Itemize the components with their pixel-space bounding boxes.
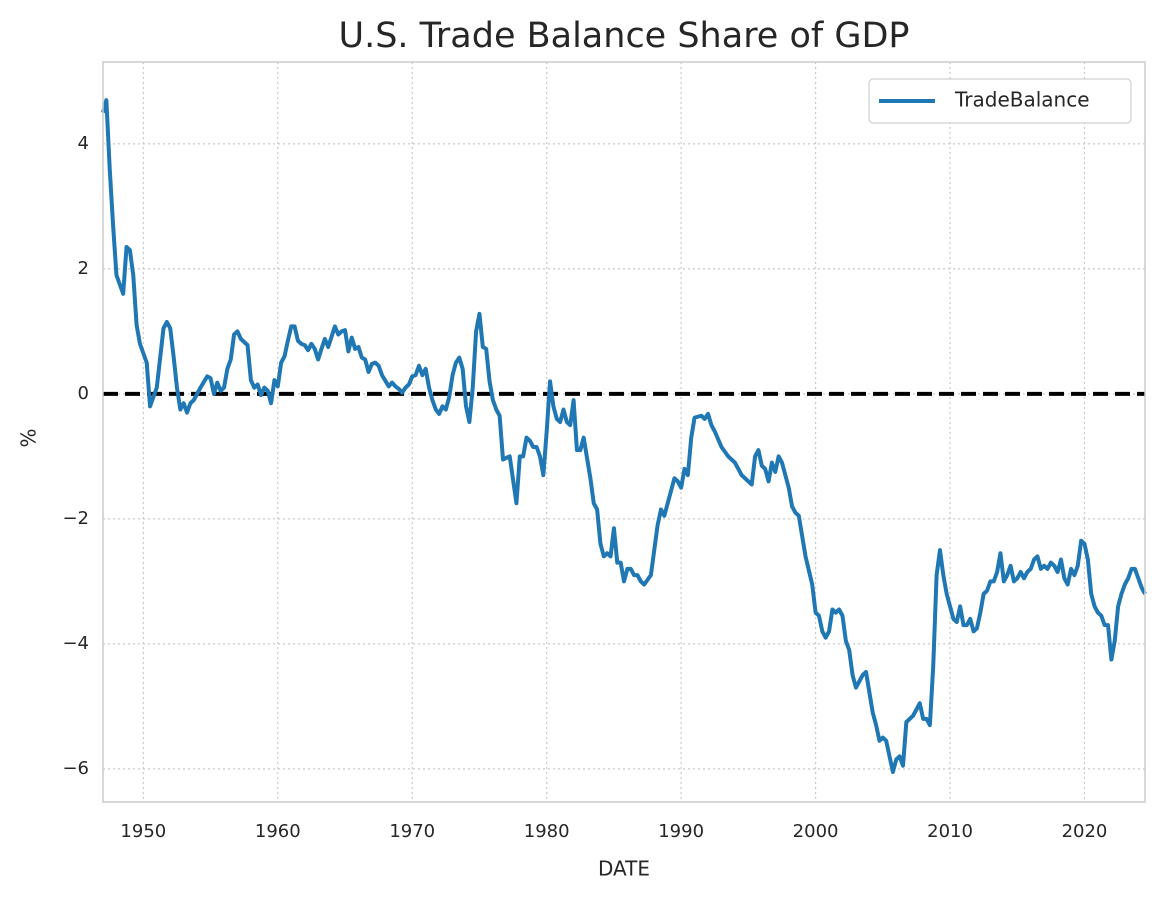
x-axis-label: DATE: [598, 857, 650, 881]
legend-box: [868, 78, 1132, 124]
x-tick-label: 1970: [389, 821, 435, 842]
legend-label: TradeBalance: [954, 88, 1090, 112]
plot-frame: [102, 61, 1146, 803]
x-tick-label: 1950: [120, 821, 166, 842]
y-tick-label: −4: [62, 633, 89, 654]
y-tick-label: −6: [62, 758, 89, 779]
x-tick-label: 1960: [255, 821, 301, 842]
x-tick-label: 1980: [524, 821, 570, 842]
y-tick-label: −2: [62, 508, 89, 529]
y-tick-label: 0: [78, 383, 89, 404]
x-tick-label: 1990: [658, 821, 704, 842]
chart-title: U.S. Trade Balance Share of GDP: [338, 16, 909, 56]
y-tick-label: 4: [78, 133, 89, 154]
x-tick-label: 2000: [793, 821, 839, 842]
x-tick-label: 2010: [927, 821, 973, 842]
x-tick-label: 2020: [1062, 821, 1108, 842]
data-line: [101, 98, 1147, 774]
y-tick-label: 2: [78, 258, 89, 279]
y-axis-label: %: [17, 428, 41, 447]
